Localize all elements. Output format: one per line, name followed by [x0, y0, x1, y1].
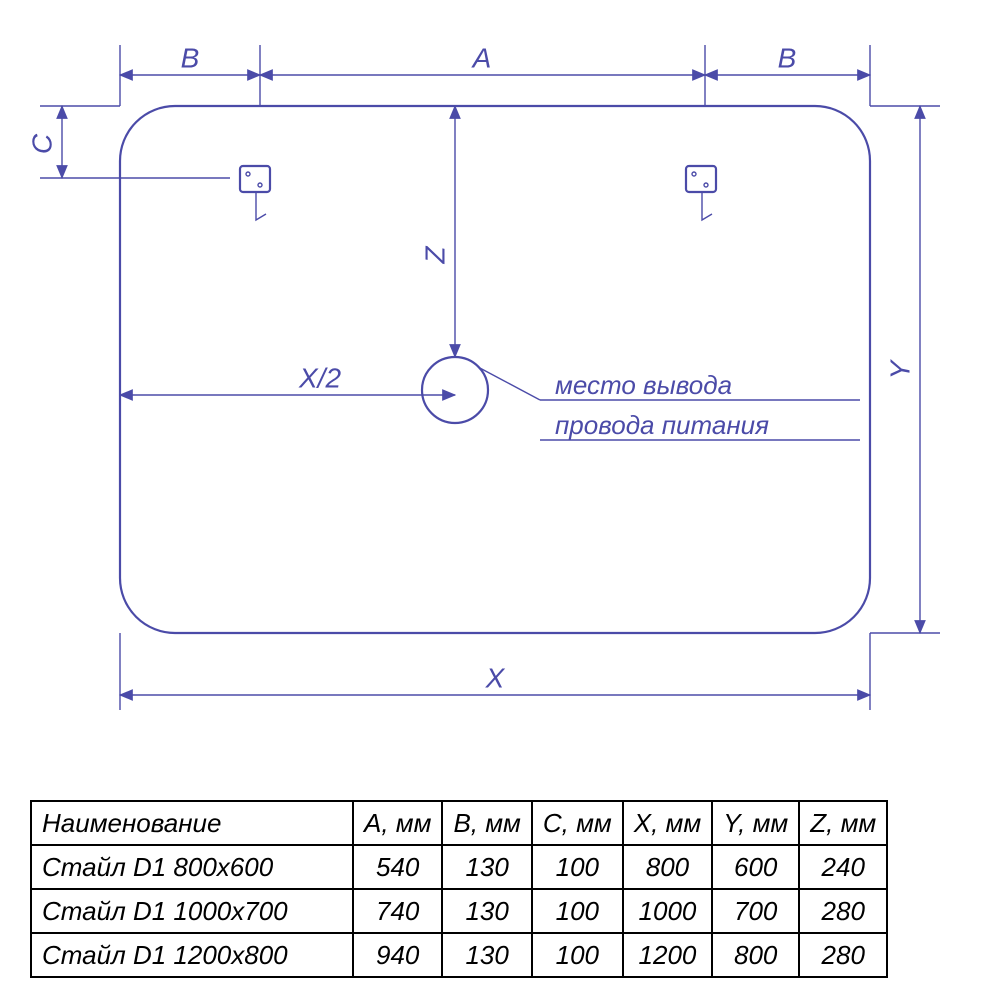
table-row: Стайл D1 1200x800 940 130 100 1200 800 2…: [31, 933, 887, 977]
dim-label-B-left: B: [181, 42, 200, 73]
dim-label-B-right: B: [778, 42, 797, 73]
dim-label-X: X: [485, 662, 506, 693]
col-B: B, мм: [442, 801, 531, 845]
mount-bracket-right: [686, 166, 716, 220]
col-Z: Z, мм: [799, 801, 887, 845]
technical-drawing: B A B C Z X/2 Y X место вывода провода п…: [0, 0, 1000, 790]
note-line2: провода питания: [555, 410, 769, 440]
dim-label-Y: Y: [884, 358, 915, 379]
note-line1: место вывода: [555, 370, 732, 400]
col-X: X, мм: [623, 801, 712, 845]
col-C: C, мм: [532, 801, 623, 845]
table-header-row: Наименование A, мм B, мм C, мм X, мм Y, …: [31, 801, 887, 845]
dim-label-A: A: [471, 42, 492, 73]
dim-label-C: C: [26, 133, 57, 154]
col-A: A, мм: [353, 801, 442, 845]
table-row: Стайл D1 800x600 540 130 100 800 600 240: [31, 845, 887, 889]
col-name: Наименование: [31, 801, 353, 845]
dimensions-table: Наименование A, мм B, мм C, мм X, мм Y, …: [30, 800, 888, 978]
col-Y: Y, мм: [712, 801, 799, 845]
dim-label-Xhalf: X/2: [298, 362, 341, 393]
panel-outline: [120, 106, 870, 633]
table-row: Стайл D1 1000x700 740 130 100 1000 700 2…: [31, 889, 887, 933]
dim-label-Z: Z: [419, 246, 450, 265]
mount-bracket-left: [240, 166, 270, 220]
